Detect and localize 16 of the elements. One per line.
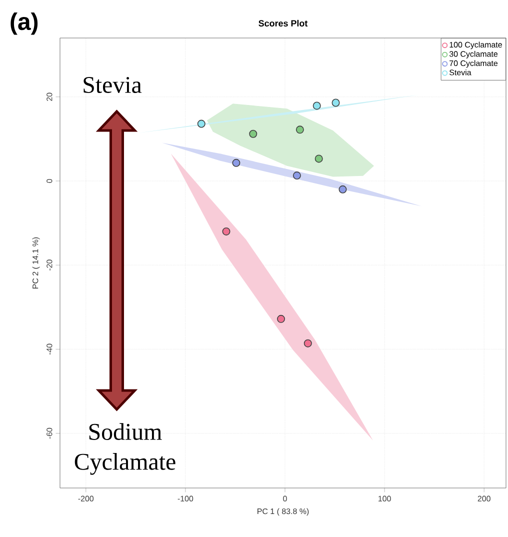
point (197, 120, 206, 128)
point (338, 185, 347, 194)
point (312, 102, 321, 110)
point (314, 154, 323, 163)
chart-title: Scores Plot (258, 20, 308, 27)
text: (a) (10, 12, 38, 35)
point (249, 130, 258, 138)
annotation: Sodium Cyclamate (74, 423, 176, 475)
point (222, 227, 230, 236)
point (296, 126, 304, 134)
annotation: Stevia (84, 76, 142, 94)
point (304, 339, 312, 348)
point (277, 314, 286, 323)
point (232, 158, 240, 167)
point (292, 172, 301, 180)
point (332, 98, 340, 107)
